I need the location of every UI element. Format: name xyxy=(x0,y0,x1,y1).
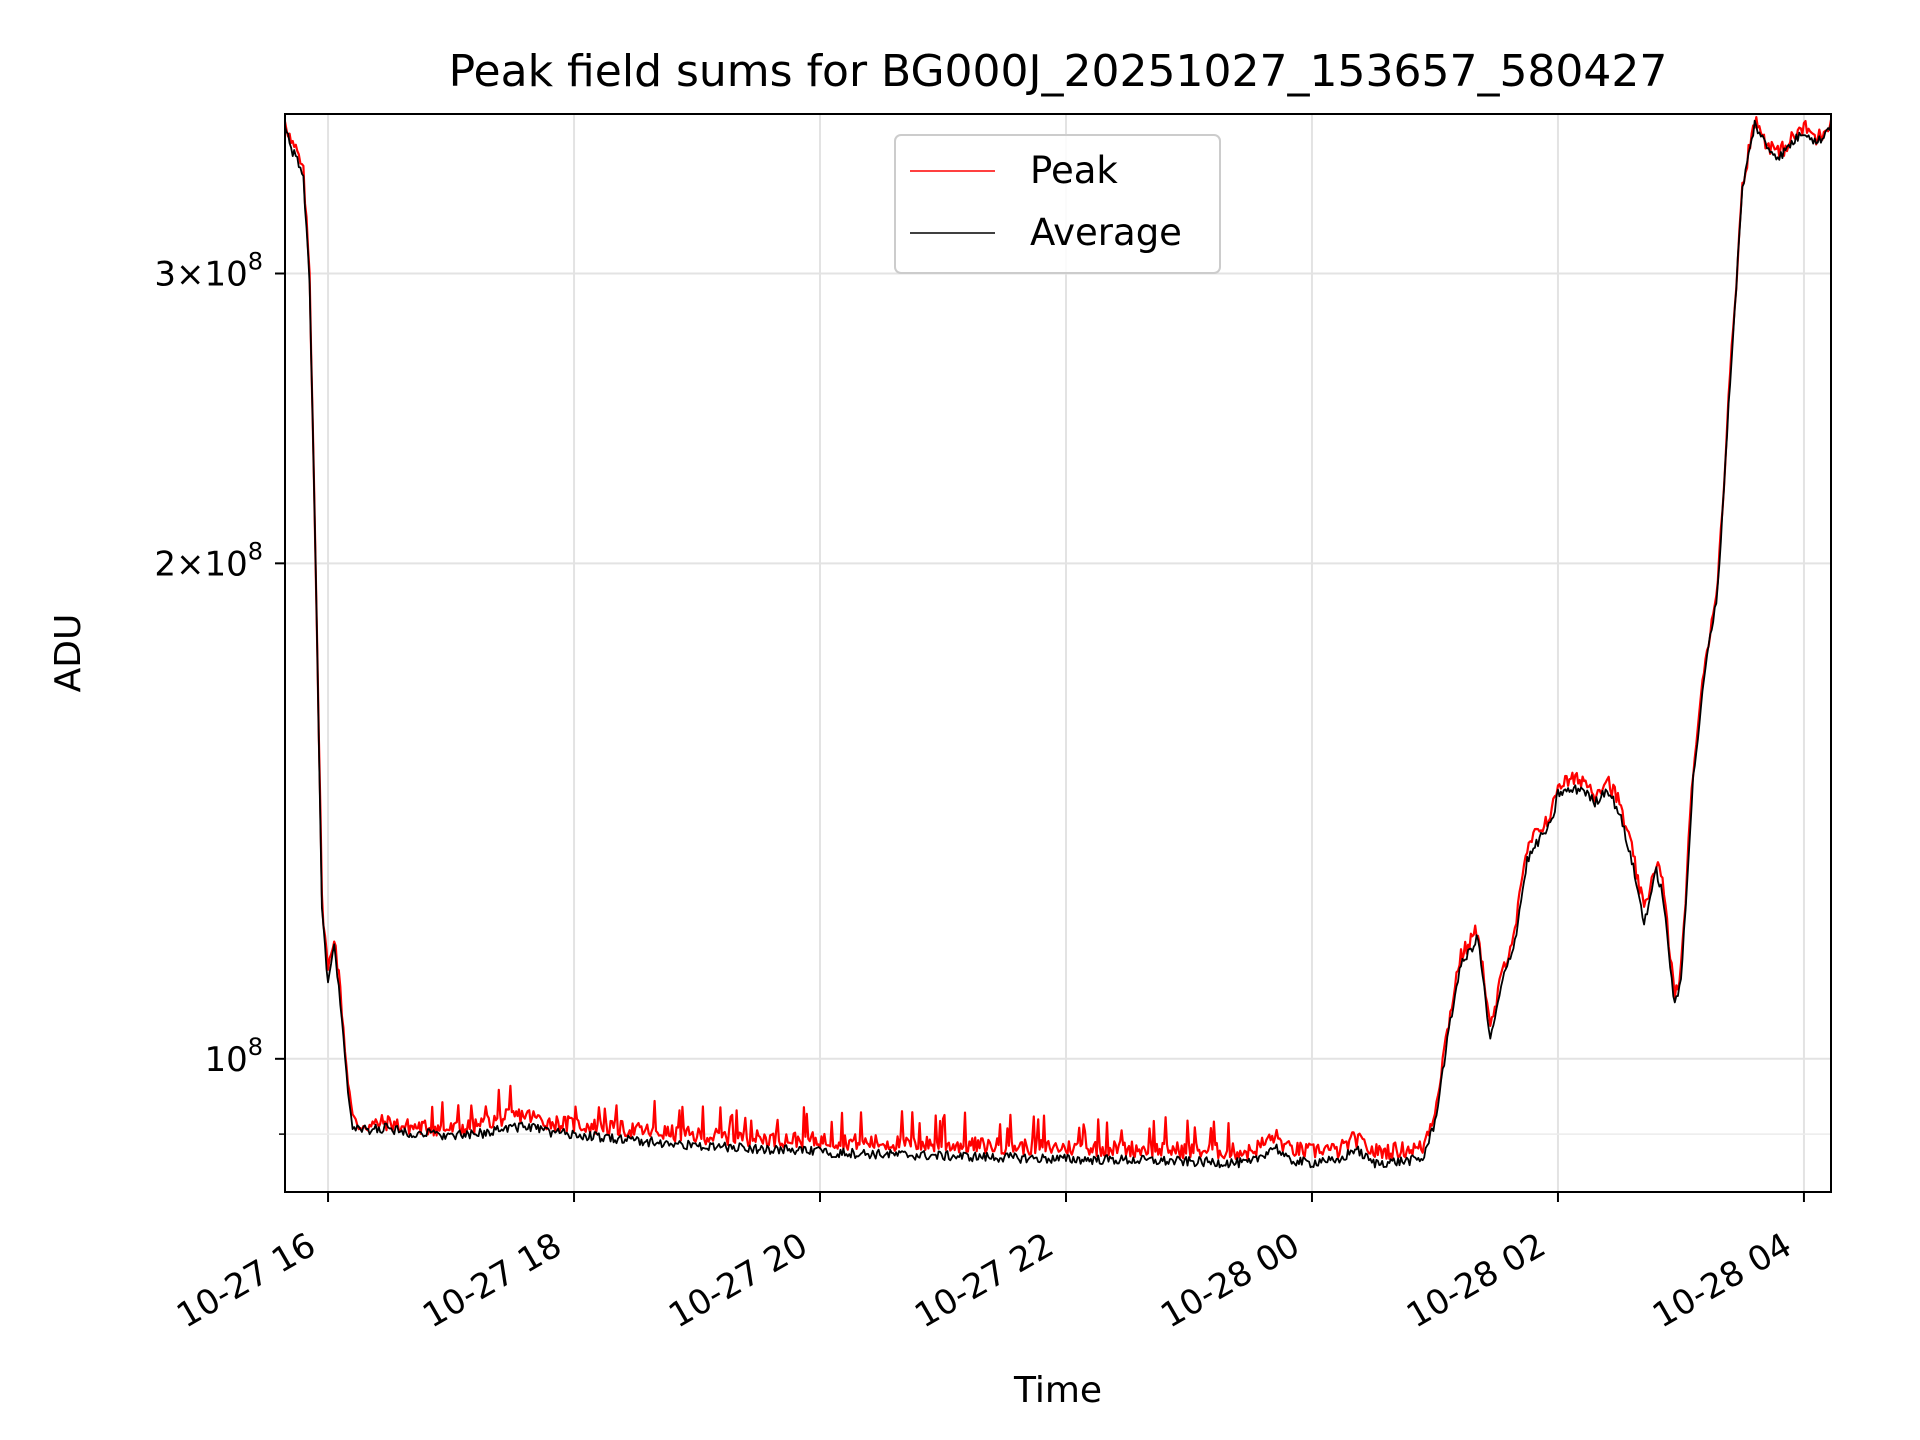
y-tick-label: 108 xyxy=(204,1033,263,1080)
y-axis-label: ADU xyxy=(48,614,89,693)
y-tick-mantissa: 3 xyxy=(154,255,176,295)
y-tick-label-text: 3×108 xyxy=(154,248,263,295)
y-tick-base: 10 xyxy=(204,1040,247,1080)
legend-label-peak: Peak xyxy=(1030,149,1118,192)
y-tick-base: 10 xyxy=(204,544,247,584)
y-tick-exponent: 8 xyxy=(248,1033,263,1061)
y-tick-label-text: 2×108 xyxy=(154,537,263,584)
plot-frame xyxy=(284,113,1832,1193)
y-tick-exponent: 8 xyxy=(248,248,263,276)
series-layer xyxy=(283,116,1833,1169)
y-tick-label: 3×108 xyxy=(154,248,263,295)
x-axis-label: Time xyxy=(1013,1370,1102,1411)
legend-box xyxy=(894,134,1221,274)
series-line-peak xyxy=(283,116,1833,1160)
y-tick-label: 2×108 xyxy=(154,537,263,584)
legend-label-average: Average xyxy=(1030,211,1182,254)
y-tick-exponent: 8 xyxy=(248,537,263,565)
series-line-average xyxy=(284,119,1832,1169)
y-tick-base: 10 xyxy=(204,255,247,295)
y-tick-times: × xyxy=(176,544,205,584)
y-tick-times: × xyxy=(176,255,205,295)
y-tick-mantissa: 2 xyxy=(154,544,176,584)
y-tick-label-text: 108 xyxy=(204,1033,263,1080)
legend: Peak Average xyxy=(894,134,1221,274)
chart-title: Peak field sums for BG000J_20251027_1536… xyxy=(449,46,1668,97)
